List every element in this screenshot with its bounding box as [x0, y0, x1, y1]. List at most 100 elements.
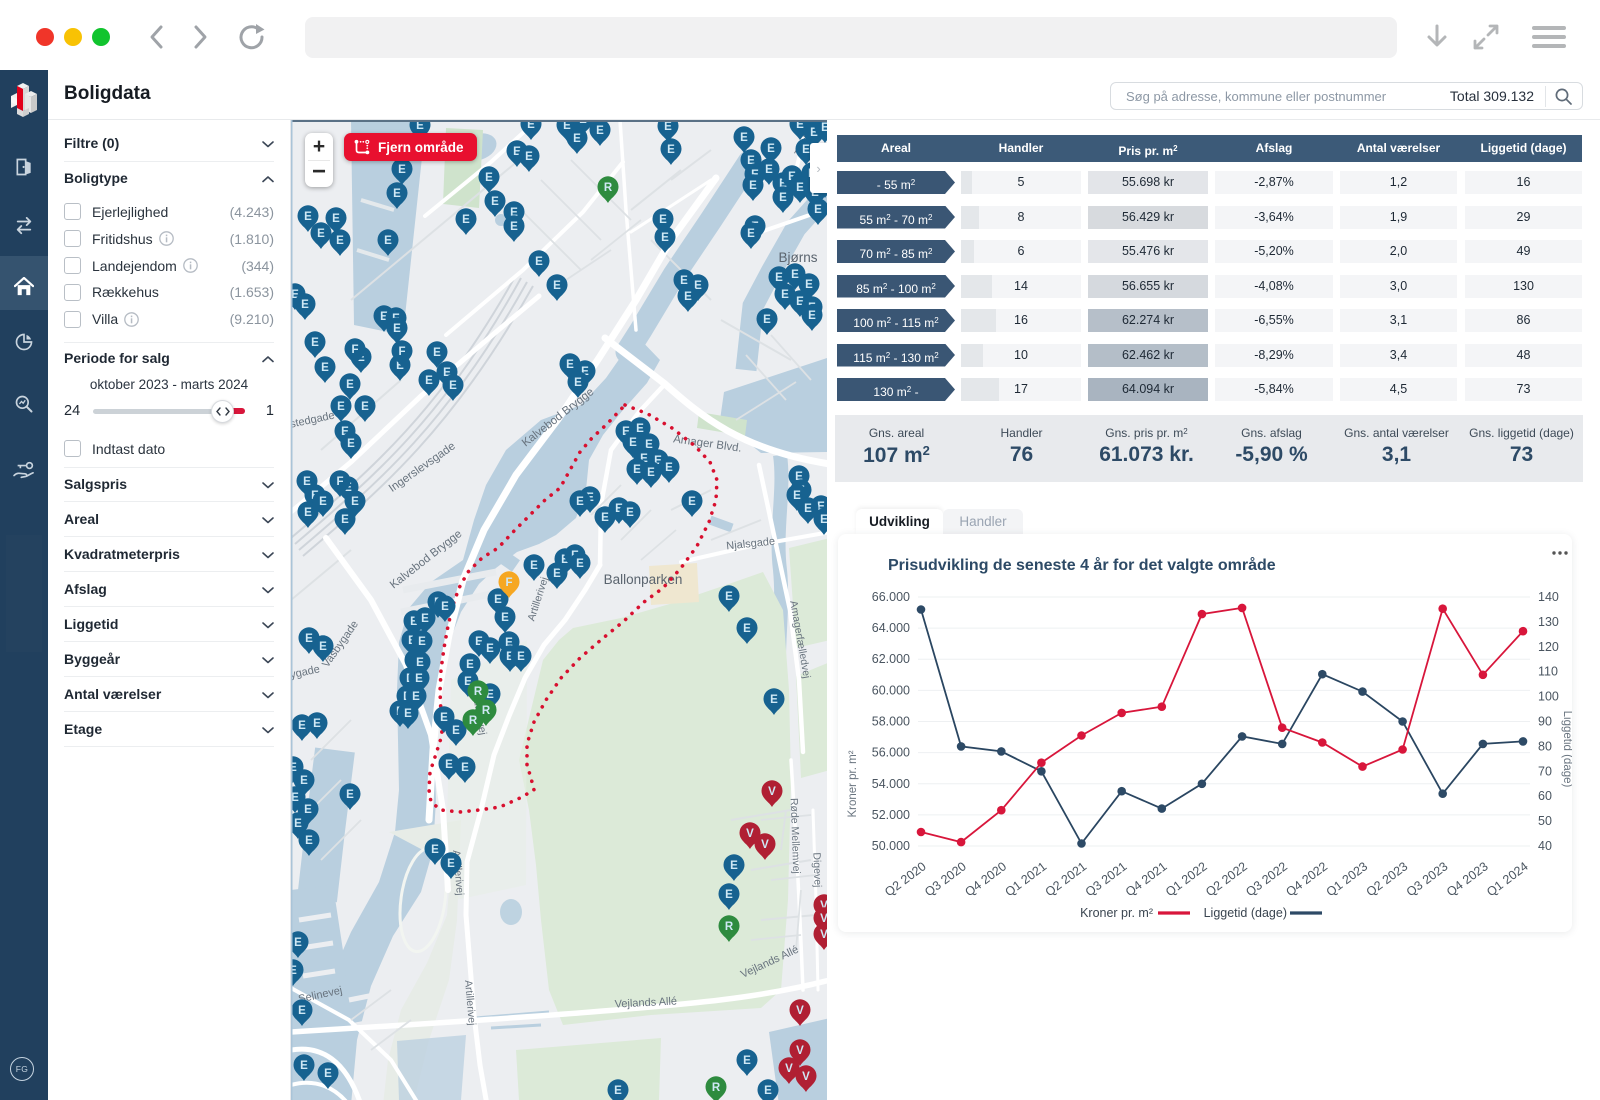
svg-text:60: 60	[1538, 789, 1552, 803]
svg-text:R: R	[725, 921, 734, 933]
svg-text:56.000: 56.000	[872, 746, 910, 760]
svg-text:E: E	[781, 289, 789, 301]
svg-text:E: E	[811, 187, 819, 199]
svg-text:E: E	[810, 127, 818, 139]
svg-text:E: E	[506, 651, 514, 663]
svg-text:E: E	[291, 965, 297, 977]
svg-text:E: E	[659, 214, 667, 226]
svg-text:E: E	[341, 426, 349, 438]
svg-text:E: E	[775, 272, 783, 284]
svg-text:E: E	[421, 613, 429, 625]
svg-text:E: E	[525, 151, 533, 163]
svg-text:E: E	[305, 835, 313, 847]
svg-text:Q4 2022: Q4 2022	[1283, 859, 1330, 899]
svg-text:Q1 2021: Q1 2021	[1002, 859, 1049, 899]
svg-text:V: V	[820, 929, 827, 941]
svg-text:E: E	[431, 844, 439, 856]
svg-text:Artillerivej: Artillerivej	[462, 980, 478, 1026]
svg-text:E: E	[491, 196, 499, 208]
svg-text:120: 120	[1538, 640, 1559, 654]
svg-text:E: E	[485, 172, 493, 184]
svg-text:E: E	[361, 401, 369, 413]
svg-text:Q1 2023: Q1 2023	[1324, 859, 1371, 899]
svg-text:V: V	[820, 913, 827, 925]
svg-text:E: E	[586, 492, 594, 504]
svg-text:E: E	[747, 228, 755, 240]
svg-text:Liggetid (dage): Liggetid (dage)	[1204, 906, 1287, 920]
svg-text:E: E	[443, 367, 451, 379]
svg-text:R: R	[604, 182, 613, 194]
svg-text:E: E	[304, 211, 312, 223]
svg-text:V: V	[768, 786, 776, 798]
svg-text:E: E	[346, 379, 354, 391]
svg-text:E: E	[805, 279, 813, 291]
svg-text:Kroner pr. m²: Kroner pr. m²	[847, 750, 859, 817]
svg-text:Digevej: Digevej	[810, 852, 823, 887]
svg-text:E: E	[294, 818, 302, 830]
svg-text:E: E	[796, 296, 804, 308]
svg-text:V: V	[785, 1063, 793, 1075]
svg-text:70: 70	[1538, 764, 1552, 778]
svg-text:E: E	[647, 467, 655, 479]
svg-text:E: E	[664, 121, 672, 133]
svg-text:E: E	[535, 256, 543, 268]
svg-text:V: V	[802, 1071, 810, 1083]
svg-text:E: E	[725, 889, 733, 901]
svg-text:E: E	[416, 120, 424, 132]
svg-text:E: E	[351, 496, 359, 508]
svg-text:E: E	[393, 188, 401, 200]
svg-text:E: E	[817, 501, 825, 513]
svg-text:E: E	[574, 377, 582, 389]
svg-text:E: E	[304, 507, 312, 519]
svg-text:E: E	[553, 568, 561, 580]
svg-text:R: R	[469, 715, 478, 727]
svg-text:E: E	[579, 120, 587, 126]
svg-text:E: E	[445, 759, 453, 771]
svg-text:E: E	[791, 269, 799, 281]
svg-text:E: E	[684, 291, 692, 303]
svg-text:E: E	[304, 804, 312, 816]
svg-text:E: E	[730, 860, 738, 872]
svg-text:E: E	[321, 362, 329, 374]
svg-text:E: E	[416, 657, 424, 669]
svg-text:E: E	[452, 725, 460, 737]
svg-text:E: E	[475, 636, 483, 648]
svg-text:E: E	[300, 775, 308, 787]
svg-text:Liggetid (dage): Liggetid (dage)	[1561, 711, 1572, 788]
svg-text:V: V	[746, 828, 754, 840]
svg-text:E: E	[725, 591, 733, 603]
svg-text:100: 100	[1538, 690, 1559, 704]
svg-text:E: E	[688, 496, 696, 508]
svg-text:Q1 2022: Q1 2022	[1163, 859, 1210, 899]
svg-text:E: E	[680, 275, 688, 287]
svg-text:Q2 2021: Q2 2021	[1043, 859, 1090, 899]
svg-text:E: E	[486, 643, 494, 655]
svg-text:E: E	[802, 144, 810, 156]
svg-text:140: 140	[1538, 590, 1559, 604]
svg-text:E: E	[793, 490, 801, 502]
svg-text:E: E	[410, 616, 418, 628]
svg-text:Kroner pr. m²: Kroner pr. m²	[1080, 906, 1153, 920]
svg-text:E: E	[494, 594, 502, 606]
svg-text:E: E	[461, 762, 469, 774]
svg-text:52.000: 52.000	[872, 808, 910, 822]
svg-text:E: E	[566, 359, 574, 371]
svg-text:R: R	[474, 686, 483, 698]
svg-text:Q4 2023: Q4 2023	[1444, 859, 1491, 899]
svg-text:E: E	[346, 789, 354, 801]
svg-text:E: E	[767, 143, 775, 155]
svg-text:E: E	[626, 507, 634, 519]
svg-text:E: E	[601, 512, 609, 524]
svg-text:50: 50	[1538, 814, 1552, 828]
svg-text:E: E	[425, 375, 433, 387]
svg-text:F: F	[398, 346, 405, 358]
svg-text:E: E	[788, 171, 796, 183]
svg-text:E: E	[393, 323, 401, 335]
svg-text:90: 90	[1538, 715, 1552, 729]
svg-text:E: E	[576, 558, 584, 570]
svg-text:E: E	[770, 694, 778, 706]
svg-text:40: 40	[1538, 839, 1552, 853]
svg-text:E: E	[614, 1085, 622, 1097]
svg-text:E: E	[629, 437, 637, 449]
svg-text:E: E	[740, 132, 748, 144]
